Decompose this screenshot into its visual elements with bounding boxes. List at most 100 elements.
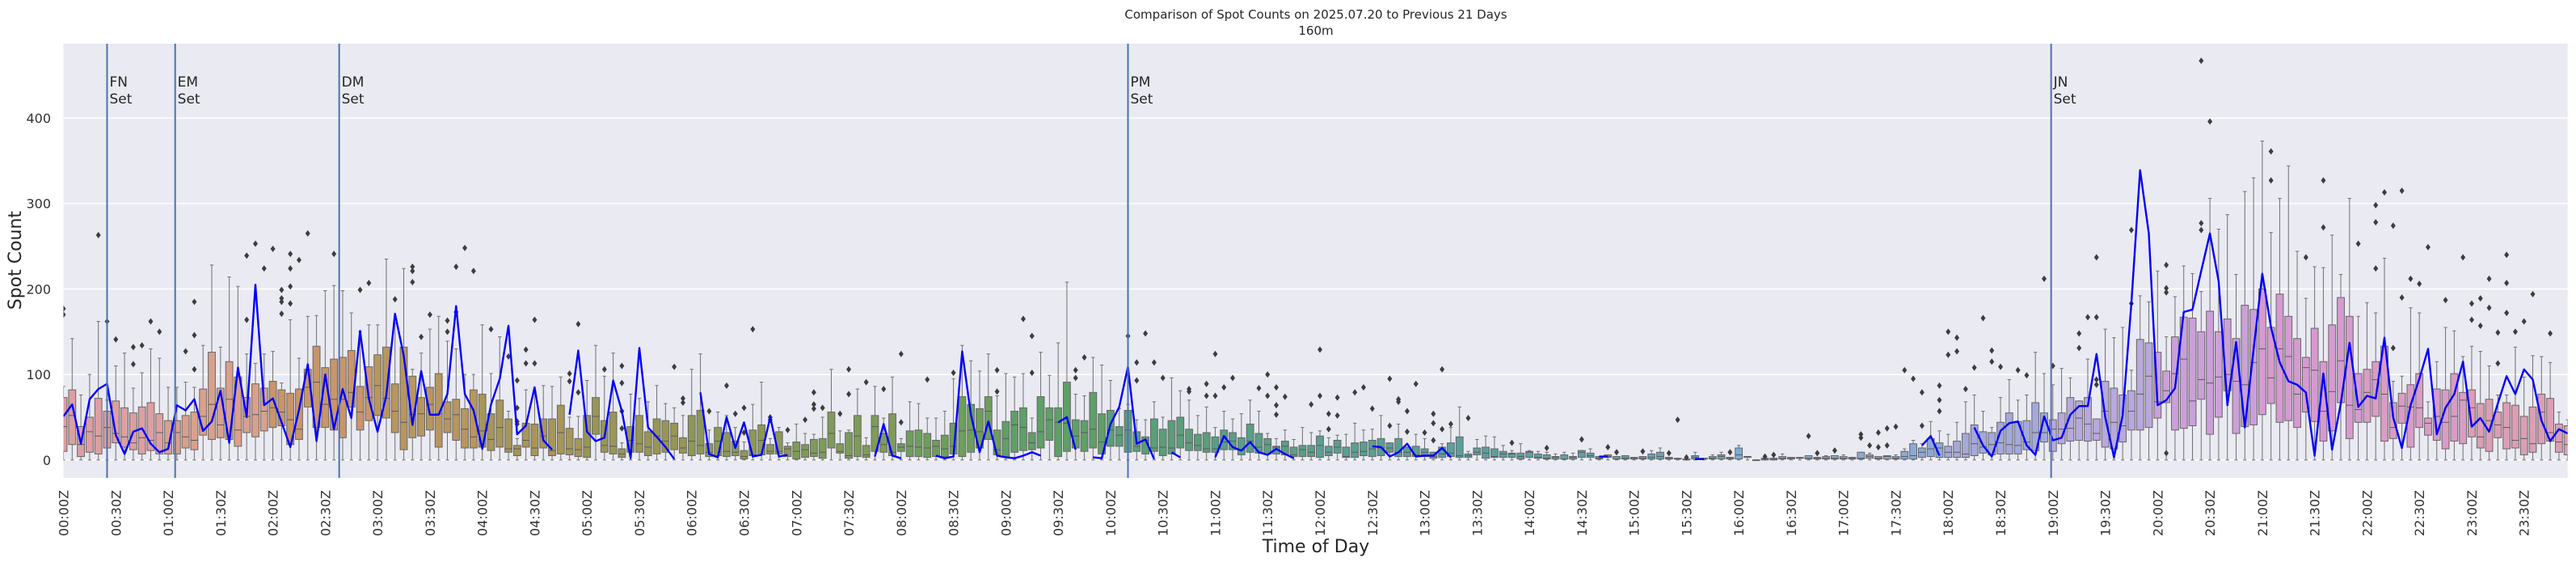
box-body [1307,445,1316,458]
box [1909,439,1917,461]
outlier-point [1884,425,1890,432]
box-body [827,412,836,449]
outlier-point [331,251,337,258]
outlier-point [732,410,738,417]
outlier-point [1815,450,1820,457]
box [1211,427,1220,461]
outlier-point [192,366,197,373]
outlier-point [2199,226,2204,234]
outlier-point [1151,359,1157,366]
outlier-point [2164,285,2169,292]
box [2084,358,2092,461]
box [2511,346,2519,461]
box [1629,457,1638,461]
box-body [1045,407,1054,441]
outlier-point [1727,449,1733,456]
outlier-point [453,263,459,270]
box [2144,301,2153,461]
box-body [1176,416,1185,449]
outlier-point [1448,420,1453,428]
outlier-point [1971,364,1977,371]
outlier-point [1160,374,1166,382]
box-body [783,446,792,458]
box [1542,451,1551,461]
box-body [2476,403,2485,449]
outlier-point [1212,350,1218,357]
box-body [199,388,208,436]
y-tick-label: 100 [26,367,51,382]
box [1778,453,1787,461]
box [1010,376,1019,461]
box [740,442,748,461]
box [1560,451,1569,461]
box-body [2135,339,2144,431]
box [382,258,390,461]
outlier-point [811,401,816,408]
box [2415,312,2424,461]
outlier-point [1282,393,1288,400]
x-tick-label: 12:00Z [1313,490,1328,536]
box [1115,408,1124,461]
box [1289,438,1298,461]
outlier-point [1081,353,1087,361]
x-tick-label: 17:00Z [1836,490,1852,536]
outlier-point [898,350,904,357]
box [1507,450,1516,461]
outlier-point [1387,422,1393,429]
today-line-segment [1214,435,1295,459]
box [208,264,216,461]
box [1586,448,1595,461]
box-body [661,420,670,453]
x-tick-label: 03:00Z [370,490,386,536]
outlier-point [1387,375,1393,382]
outlier-point [863,378,869,386]
box [548,386,556,461]
box [1569,452,1577,461]
box-body [1533,453,1542,459]
box-body [670,422,679,450]
box [373,324,382,461]
outlier-point [2417,281,2422,288]
box [1804,455,1813,461]
box-body [2354,373,2363,423]
outlier-point [410,263,415,270]
box-body [923,433,932,458]
outlier-point [2164,261,2169,268]
outlier-point [1073,374,1078,382]
box-body [2406,384,2415,448]
box [2258,141,2266,461]
set-line-label: Set [342,91,365,108]
set-line-label: Set [109,91,132,108]
outlier-point [1256,385,1262,392]
box-body [1316,435,1324,458]
outlier-point [2548,330,2553,337]
box [687,369,696,461]
box-body [399,346,408,450]
x-tick-label: 20:30Z [2203,490,2218,536]
box-body [2328,324,2337,432]
x-tick-label: 17:30Z [1888,490,1904,536]
outlier-point [2468,316,2474,323]
box [818,416,827,461]
outlier-point [279,286,285,294]
outlier-point [244,316,250,323]
box-body [1019,407,1027,451]
box-body [469,389,478,449]
outlier-point [2408,275,2414,282]
outlier-point [1265,371,1271,378]
box [592,344,600,461]
box-body [2066,397,2075,442]
box-body [2153,352,2162,419]
box [1831,455,1839,461]
outlier-point [1221,383,1227,391]
outlier-point [1867,442,1873,449]
box [1970,394,1979,461]
outlier-point [1946,351,1951,358]
x-tick-label: 05:30Z [632,490,647,536]
outlier-point [2373,218,2379,226]
x-tick-label: 02:30Z [318,490,333,536]
box-body [2127,390,2135,431]
box [1333,434,1342,461]
outlier-point [2303,254,2308,261]
